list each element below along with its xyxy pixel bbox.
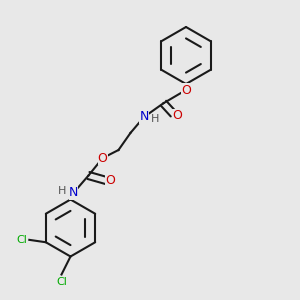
Text: N: N [69,186,78,200]
Text: O: O [172,109,182,122]
Text: O: O [98,152,107,165]
Text: Cl: Cl [16,235,27,245]
Text: H: H [58,186,67,197]
Text: H: H [151,113,160,124]
Text: Cl: Cl [56,277,67,287]
Text: O: O [105,174,115,187]
Text: N: N [139,110,149,124]
Text: O: O [181,83,191,97]
